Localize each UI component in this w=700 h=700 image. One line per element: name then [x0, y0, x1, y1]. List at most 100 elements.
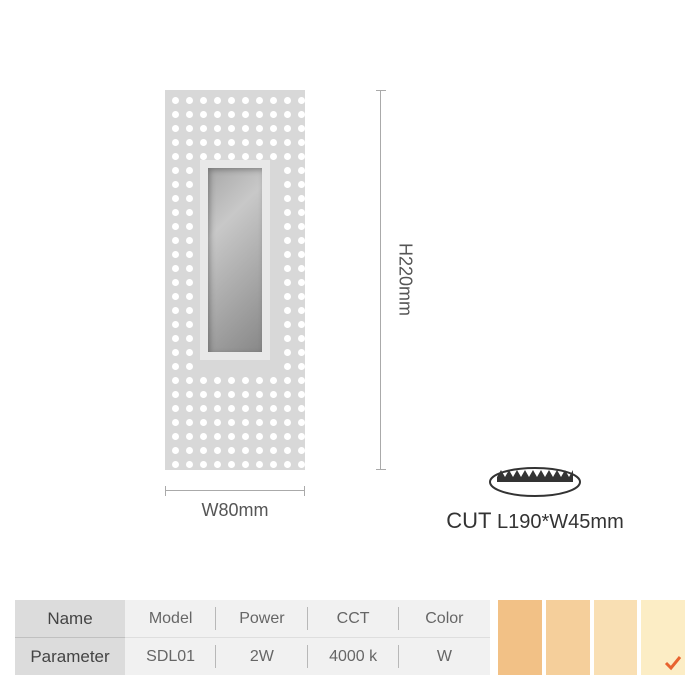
perforation-hole [270, 433, 277, 440]
perforation-hole [172, 419, 179, 426]
cut-hole-icon [485, 460, 585, 500]
perforation-hole [228, 377, 235, 384]
perforation-hole [242, 447, 249, 454]
perforation-hole [172, 335, 179, 342]
perforation-hole [186, 265, 193, 272]
perforation-hole [298, 139, 305, 146]
perforation-hole [298, 125, 305, 132]
perforation-hole [242, 97, 249, 104]
perforation-hole [270, 447, 277, 454]
width-dimension-line [165, 490, 305, 491]
height-label: H220mm [395, 90, 415, 470]
perforation-hole [298, 391, 305, 398]
perforation-hole [214, 97, 221, 104]
perforation-hole [298, 111, 305, 118]
checkmark-icon [664, 654, 682, 672]
perforation-hole [200, 153, 207, 160]
perforation-hole [284, 293, 291, 300]
perforation-hole [284, 433, 291, 440]
height-dimension-line [380, 90, 381, 470]
perforation-hole [172, 181, 179, 188]
perforation-hole [298, 377, 305, 384]
perforation-hole [256, 377, 263, 384]
perforation-hole [298, 363, 305, 370]
perforation-hole [186, 97, 193, 104]
perforation-hole [214, 111, 221, 118]
perforation-hole [256, 433, 263, 440]
perforation-hole [256, 419, 263, 426]
perforation-hole [284, 307, 291, 314]
header-model: Model [125, 600, 216, 637]
perforation-hole [270, 153, 277, 160]
perforation-hole [242, 461, 249, 468]
perforation-hole [298, 433, 305, 440]
perforation-hole [284, 223, 291, 230]
perforation-hole [172, 237, 179, 244]
perforation-hole [298, 307, 305, 314]
perforation-hole [284, 181, 291, 188]
perforation-hole [172, 433, 179, 440]
header-cct: CCT [308, 600, 399, 637]
perforation-hole [214, 447, 221, 454]
perforation-hole [214, 391, 221, 398]
perforation-hole [186, 167, 193, 174]
perforation-hole [186, 405, 193, 412]
perforation-hole [228, 391, 235, 398]
perforation-hole [186, 447, 193, 454]
spec-value-row: SDL01 2W 4000 k W [125, 638, 490, 675]
perforation-hole [172, 377, 179, 384]
perforation-hole [228, 447, 235, 454]
perforation-hole [214, 433, 221, 440]
value-model: SDL01 [125, 638, 216, 675]
header-power: Power [216, 600, 307, 637]
perforation-hole [270, 97, 277, 104]
perforation-hole [186, 335, 193, 342]
cut-label: CUT L190*W45mm [415, 508, 655, 534]
perforation-hole [298, 265, 305, 272]
perforation-hole [186, 433, 193, 440]
perforation-hole [298, 167, 305, 174]
height-label-text: H220mm [395, 243, 416, 316]
main-diagram-area: W80mm H220mm CUT L190*W45mm [0, 0, 700, 585]
perforation-hole [298, 209, 305, 216]
perforation-hole [186, 419, 193, 426]
perforation-hole [214, 461, 221, 468]
header-color: Color [399, 600, 490, 637]
perforation-hole [270, 125, 277, 132]
perforation-hole [284, 265, 291, 272]
perforation-hole [200, 405, 207, 412]
perforation-hole [228, 419, 235, 426]
perforation-hole [256, 125, 263, 132]
color-swatch[interactable] [594, 600, 638, 675]
perforation-hole [200, 111, 207, 118]
perforation-hole [186, 251, 193, 258]
color-swatch[interactable] [641, 600, 685, 675]
perforation-hole [298, 153, 305, 160]
perforation-hole [284, 419, 291, 426]
perforation-hole [186, 139, 193, 146]
perforated-plate [165, 90, 305, 470]
perforation-hole [284, 139, 291, 146]
product-image [165, 90, 305, 470]
cut-value: L190*W45mm [497, 511, 624, 533]
perforation-hole [200, 433, 207, 440]
color-swatch[interactable] [546, 600, 590, 675]
perforation-hole [284, 251, 291, 258]
perforation-hole [214, 139, 221, 146]
perforation-hole [172, 167, 179, 174]
perforation-hole [284, 195, 291, 202]
perforation-hole [298, 195, 305, 202]
perforation-hole [200, 125, 207, 132]
perforation-hole [270, 377, 277, 384]
perforation-hole [172, 349, 179, 356]
color-swatch[interactable] [498, 600, 542, 675]
perforation-hole [186, 391, 193, 398]
perforation-hole [284, 377, 291, 384]
perforation-hole [298, 237, 305, 244]
perforation-hole [186, 321, 193, 328]
perforation-hole [242, 391, 249, 398]
perforation-hole [298, 223, 305, 230]
perforation-hole [228, 461, 235, 468]
perforation-hole [214, 377, 221, 384]
perforation-hole [298, 335, 305, 342]
